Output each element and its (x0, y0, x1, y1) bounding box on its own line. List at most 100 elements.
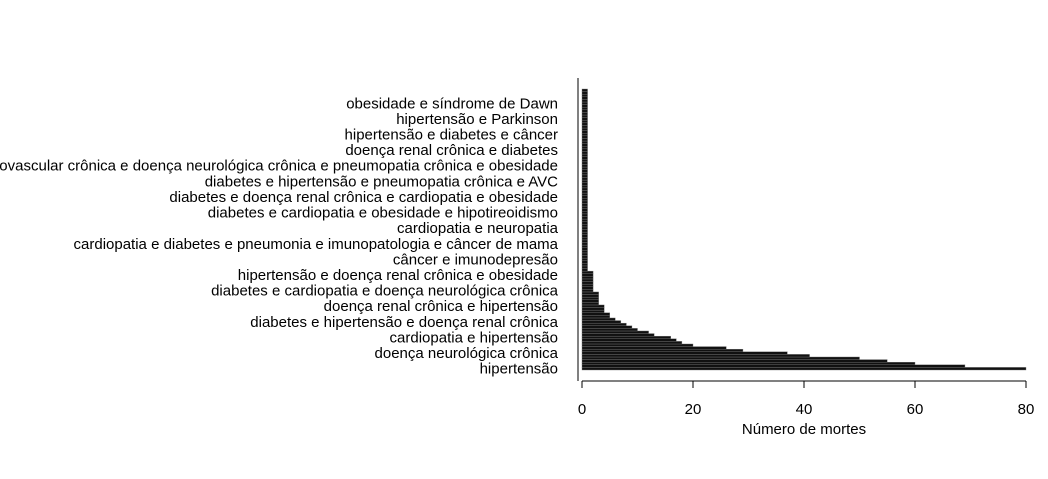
bar (581, 140, 588, 144)
bar (581, 177, 588, 181)
bar (581, 229, 588, 233)
bar (581, 242, 588, 246)
bar (581, 304, 605, 308)
bar (581, 91, 588, 95)
y-tick-label: cardiopatia e diabetes e pneumonia e imu… (74, 236, 559, 253)
bar (581, 325, 633, 329)
bar (581, 239, 588, 243)
bar (581, 127, 588, 131)
bar (581, 330, 649, 334)
bar (581, 281, 594, 285)
bar (581, 299, 599, 303)
bar (581, 317, 616, 321)
bar (581, 263, 588, 267)
bar (581, 182, 588, 186)
bar (581, 294, 599, 298)
bar (581, 211, 588, 215)
bar (581, 237, 588, 241)
bar (581, 346, 727, 350)
bar (581, 224, 588, 228)
bar (581, 120, 588, 124)
bar (581, 356, 860, 360)
bar (581, 335, 672, 339)
bar (581, 354, 810, 358)
bar (581, 338, 677, 342)
bar (581, 114, 588, 118)
bar (581, 348, 744, 352)
bar (581, 260, 588, 264)
y-tick-label: hipertensão e doença renal crônica e obe… (238, 267, 558, 284)
bar (581, 156, 588, 160)
bar (581, 159, 588, 163)
bar (581, 138, 588, 142)
bar (581, 195, 588, 199)
bar (581, 289, 594, 293)
y-tick-label: diabetes e cardiopatia e doença neurológ… (211, 283, 559, 300)
bar (581, 104, 588, 108)
x-tick-label: 40 (796, 401, 813, 418)
bar (581, 244, 588, 248)
bar (581, 361, 916, 365)
x-tick-label: 80 (1018, 401, 1035, 418)
bar (581, 107, 588, 111)
bar (581, 216, 588, 220)
bar (581, 265, 588, 269)
y-tick-label: diabetes e doença renal crônica e cardio… (169, 189, 558, 206)
bar (581, 218, 588, 222)
bar (581, 341, 683, 345)
bar (581, 94, 588, 98)
bar (581, 166, 588, 170)
bar (581, 221, 588, 225)
bar (581, 88, 588, 92)
x-tick-label: 20 (685, 401, 702, 418)
bar (581, 203, 588, 207)
bar (581, 179, 588, 183)
y-tick-label: diabetes e cardiopatia e obesidade e hip… (208, 205, 558, 222)
y-tick-label: hipertensão (480, 361, 558, 378)
bar (581, 231, 588, 235)
x-axis-label: Número de mortes (742, 421, 866, 438)
bar (581, 208, 588, 212)
bar (581, 364, 966, 368)
y-tick-label: câncer e imunodepresão (393, 251, 558, 268)
bar (581, 205, 588, 209)
bar (581, 198, 588, 202)
y-tick-label: doença neurológica crônica (375, 345, 559, 362)
bar (581, 130, 588, 134)
y-tick-label: diabetes e hipertensão e doença renal cr… (250, 314, 558, 331)
bar (581, 320, 622, 324)
bar (581, 302, 599, 306)
bar (581, 273, 594, 277)
bar (581, 192, 588, 196)
bar (581, 333, 655, 337)
bar (581, 135, 588, 139)
bar (581, 328, 638, 332)
y-tick-label: cardiopatia e hipertensão (390, 329, 558, 346)
x-tick-label: 0 (578, 401, 586, 418)
bar (581, 309, 605, 313)
bar (581, 268, 588, 272)
bar (581, 185, 588, 189)
y-tick-label: obesidade e síndrome de Dawn (346, 95, 558, 112)
bar (581, 257, 588, 261)
bar (581, 276, 594, 280)
bar (581, 109, 588, 113)
bar (581, 117, 588, 121)
bar (581, 286, 594, 290)
bar (581, 133, 588, 137)
bar (581, 143, 588, 147)
bar (581, 96, 588, 100)
y-tick-label: hipertensão e Parkinson (396, 111, 558, 128)
bar (581, 255, 588, 259)
bar (581, 234, 588, 238)
bar (581, 112, 588, 116)
bar (581, 307, 605, 311)
bar (581, 153, 588, 157)
bar (581, 252, 588, 256)
bar (581, 146, 588, 150)
bar (581, 125, 588, 129)
bar (581, 161, 588, 165)
bar (581, 322, 627, 326)
